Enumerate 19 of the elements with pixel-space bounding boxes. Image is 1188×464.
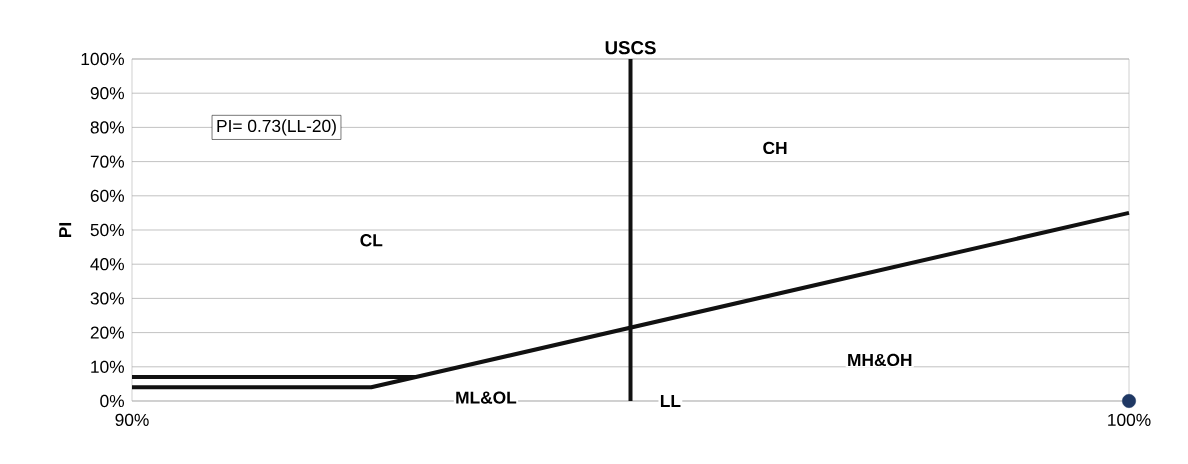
y-tick-label: 70% <box>90 155 125 168</box>
annotation: MH&OH <box>848 353 912 367</box>
chart-title: USCS <box>605 41 656 55</box>
y-tick-label: 10% <box>91 360 125 373</box>
annotation: CH <box>763 141 787 155</box>
y-tick-label: 0% <box>100 394 125 408</box>
y-tick-label: 100% <box>81 52 125 66</box>
annotation: LL <box>660 395 681 407</box>
annotation: ML&OL <box>456 391 517 404</box>
y-tick-label: 60% <box>90 189 125 202</box>
annotation: PI= 0.73(LL-20) <box>217 119 336 136</box>
y-tick-label: 80% <box>90 121 125 134</box>
y-tick-label: 20% <box>90 326 125 339</box>
y-tick-label: 90% <box>90 87 125 100</box>
y-axis-title: PI <box>59 222 72 238</box>
y-tick-label: 40% <box>90 258 125 271</box>
y-tick-label: 50% <box>90 223 125 237</box>
annotation: CL <box>360 234 383 247</box>
y-tick-label: 30% <box>90 292 125 305</box>
